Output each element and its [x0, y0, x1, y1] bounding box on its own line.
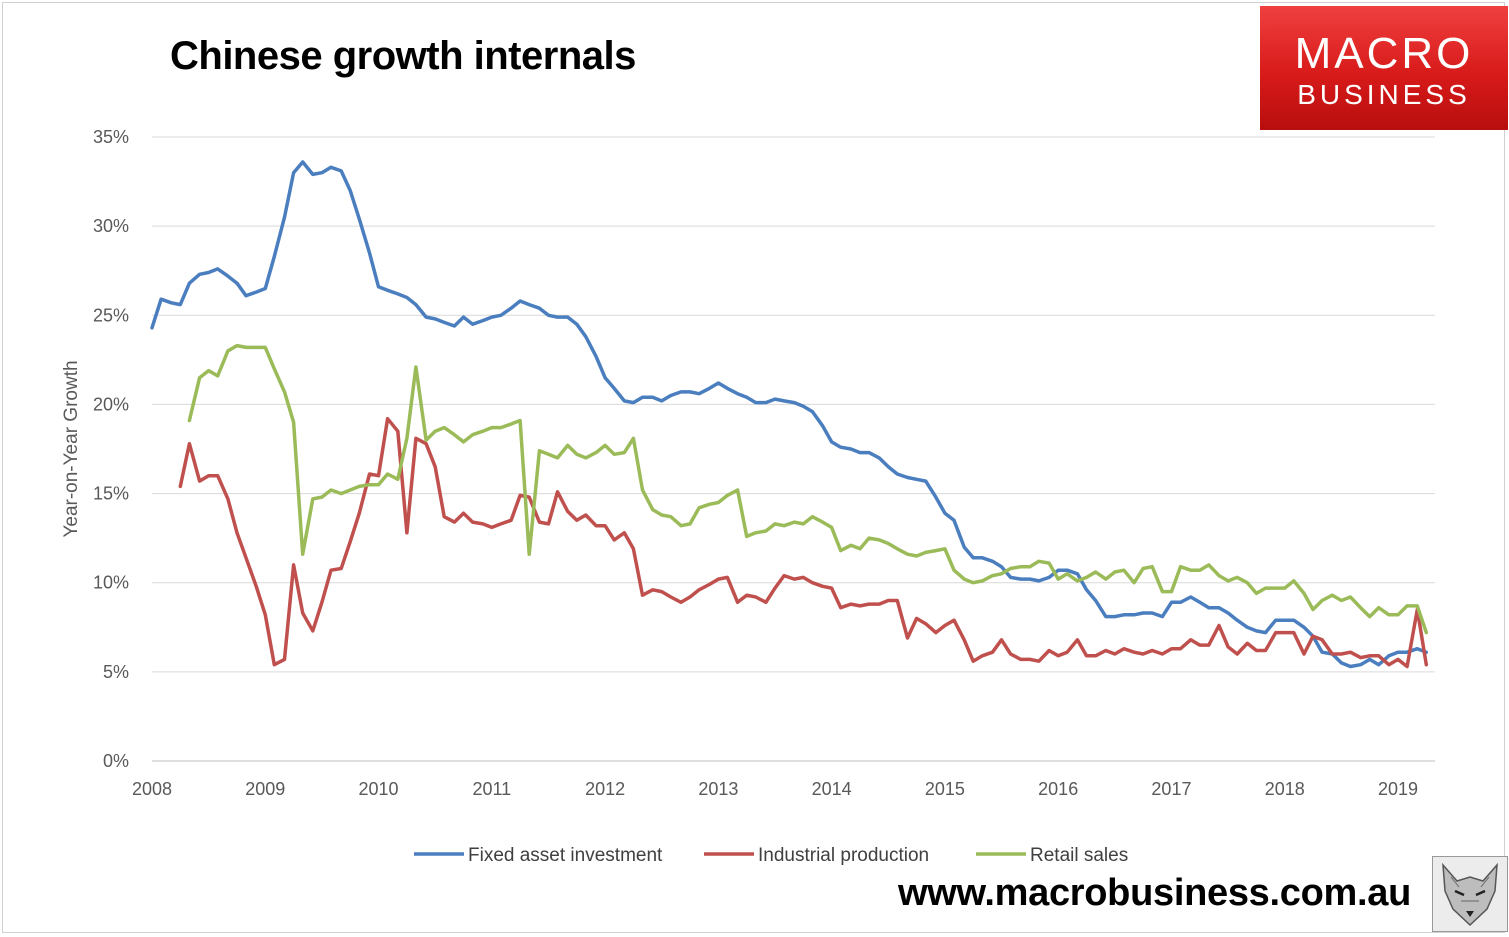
- x-tick-label: 2012: [585, 779, 625, 799]
- series-line-fixed-asset-investment: [150, 160, 1429, 669]
- x-tick-label: 2018: [1265, 779, 1305, 799]
- legend-item-industrial-production: Industrial production: [704, 845, 929, 866]
- y-axis-ticks: 0% 5% 10% 15% 20% 25% 30% 35%: [93, 127, 129, 771]
- x-tick-label: 2017: [1151, 779, 1191, 799]
- series-line-retail-sales: [187, 343, 1429, 635]
- y-axis-label: Year-on-Year Growth: [61, 360, 82, 537]
- y-tick-label: 5%: [103, 662, 129, 682]
- x-axis-ticks: 2008 2009 2010 2011 2012 2013 2014 2015 2016 2017…: [132, 779, 1418, 799]
- series-line-industrial-production: [178, 416, 1429, 669]
- gridlines: [152, 136, 1435, 673]
- x-tick-label: 2019: [1378, 779, 1418, 799]
- chart-title: Chinese growth internals: [170, 34, 636, 78]
- y-tick-label: 30%: [93, 216, 129, 236]
- x-tick-label: 2014: [812, 779, 852, 799]
- x-tick-label: 2011: [472, 779, 511, 799]
- x-tick-label: 2009: [245, 779, 285, 799]
- x-tick-label: 2015: [925, 779, 965, 799]
- y-tick-label: 15%: [93, 484, 129, 504]
- legend-label: Fixed asset investment: [468, 845, 663, 866]
- website-url: www.macrobusiness.com.au: [898, 872, 1411, 914]
- legend-label: Retail sales: [1030, 845, 1128, 866]
- y-tick-label: 0%: [103, 751, 129, 771]
- legend-label: Industrial production: [758, 845, 929, 866]
- logo-line-1: MACRO: [1294, 29, 1474, 78]
- macrobusiness-logo: MACRO BUSINESS: [1260, 6, 1508, 130]
- x-tick-label: 2008: [132, 779, 172, 799]
- logo-line-2: BUSINESS: [1297, 79, 1471, 110]
- x-tick-label: 2010: [359, 779, 399, 799]
- legend-item-retail-sales: Retail sales: [976, 845, 1128, 866]
- wolf-logo-icon: [1432, 856, 1508, 932]
- legend: Fixed asset investment Industrial product…: [414, 845, 1128, 866]
- x-tick-label: 2016: [1038, 779, 1078, 799]
- y-tick-label: 10%: [93, 573, 129, 593]
- legend-item-fixed-asset-investment: Fixed asset investment: [414, 845, 663, 866]
- x-tick-label: 2013: [698, 779, 738, 799]
- y-tick-label: 25%: [93, 305, 129, 325]
- y-tick-label: 35%: [93, 127, 129, 147]
- series-lines: [150, 160, 1429, 669]
- y-tick-label: 20%: [93, 394, 129, 414]
